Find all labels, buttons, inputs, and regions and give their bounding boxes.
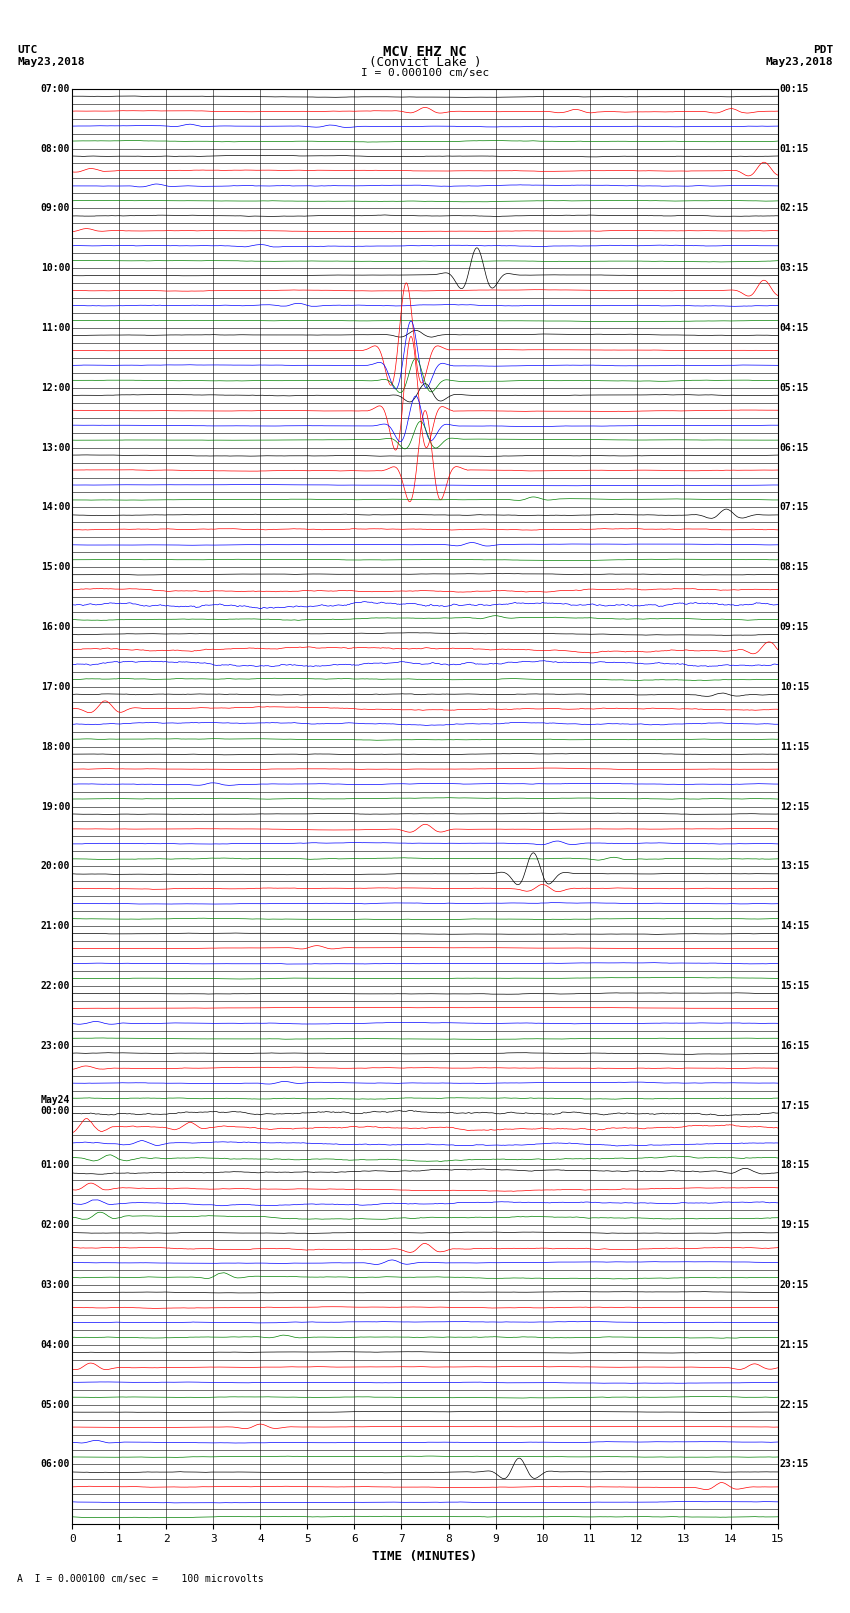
Text: 05:15: 05:15 (779, 382, 809, 394)
Text: 15:00: 15:00 (41, 563, 71, 573)
Text: 06:15: 06:15 (779, 442, 809, 453)
Text: 22:00: 22:00 (41, 981, 71, 990)
Text: 02:00: 02:00 (41, 1219, 71, 1231)
Text: 04:00: 04:00 (41, 1340, 71, 1350)
Text: 11:00: 11:00 (41, 323, 71, 332)
Text: 23:15: 23:15 (779, 1460, 809, 1469)
Text: 20:00: 20:00 (41, 861, 71, 871)
Text: 18:15: 18:15 (779, 1160, 809, 1171)
Text: 20:15: 20:15 (779, 1281, 809, 1290)
Text: 23:00: 23:00 (41, 1040, 71, 1050)
Text: 01:00: 01:00 (41, 1160, 71, 1171)
Text: 06:00: 06:00 (41, 1460, 71, 1469)
Text: 07:00: 07:00 (41, 84, 71, 94)
Text: 10:00: 10:00 (41, 263, 71, 273)
Text: 22:15: 22:15 (779, 1400, 809, 1410)
Text: 21:00: 21:00 (41, 921, 71, 931)
Text: 17:15: 17:15 (779, 1100, 809, 1111)
Text: 12:15: 12:15 (779, 802, 809, 811)
Text: 16:00: 16:00 (41, 623, 71, 632)
Text: (Convict Lake ): (Convict Lake ) (369, 56, 481, 69)
Text: 14:15: 14:15 (779, 921, 809, 931)
Text: 12:00: 12:00 (41, 382, 71, 394)
Text: 03:00: 03:00 (41, 1281, 71, 1290)
Text: 08:00: 08:00 (41, 144, 71, 153)
Text: 16:15: 16:15 (779, 1040, 809, 1050)
Text: I = 0.000100 cm/sec: I = 0.000100 cm/sec (361, 68, 489, 77)
Text: 09:00: 09:00 (41, 203, 71, 213)
Text: 04:15: 04:15 (779, 323, 809, 332)
Text: 08:15: 08:15 (779, 563, 809, 573)
Text: MCV EHZ NC: MCV EHZ NC (383, 45, 467, 60)
Text: 09:15: 09:15 (779, 623, 809, 632)
Text: 15:15: 15:15 (779, 981, 809, 990)
Text: PDT
May23,2018: PDT May23,2018 (766, 45, 833, 66)
Text: 14:00: 14:00 (41, 502, 71, 513)
Text: 10:15: 10:15 (779, 682, 809, 692)
Text: 18:00: 18:00 (41, 742, 71, 752)
Text: UTC
May23,2018: UTC May23,2018 (17, 45, 84, 66)
Text: 13:15: 13:15 (779, 861, 809, 871)
Text: 00:15: 00:15 (779, 84, 809, 94)
Text: 19:00: 19:00 (41, 802, 71, 811)
Text: 02:15: 02:15 (779, 203, 809, 213)
Text: 17:00: 17:00 (41, 682, 71, 692)
X-axis label: TIME (MINUTES): TIME (MINUTES) (372, 1550, 478, 1563)
Text: 13:00: 13:00 (41, 442, 71, 453)
Text: 11:15: 11:15 (779, 742, 809, 752)
Text: A  I = 0.000100 cm/sec =    100 microvolts: A I = 0.000100 cm/sec = 100 microvolts (17, 1574, 264, 1584)
Text: 19:15: 19:15 (779, 1219, 809, 1231)
Text: May24
00:00: May24 00:00 (41, 1095, 71, 1116)
Text: 05:00: 05:00 (41, 1400, 71, 1410)
Text: 01:15: 01:15 (779, 144, 809, 153)
Text: 21:15: 21:15 (779, 1340, 809, 1350)
Text: 07:15: 07:15 (779, 502, 809, 513)
Text: 03:15: 03:15 (779, 263, 809, 273)
